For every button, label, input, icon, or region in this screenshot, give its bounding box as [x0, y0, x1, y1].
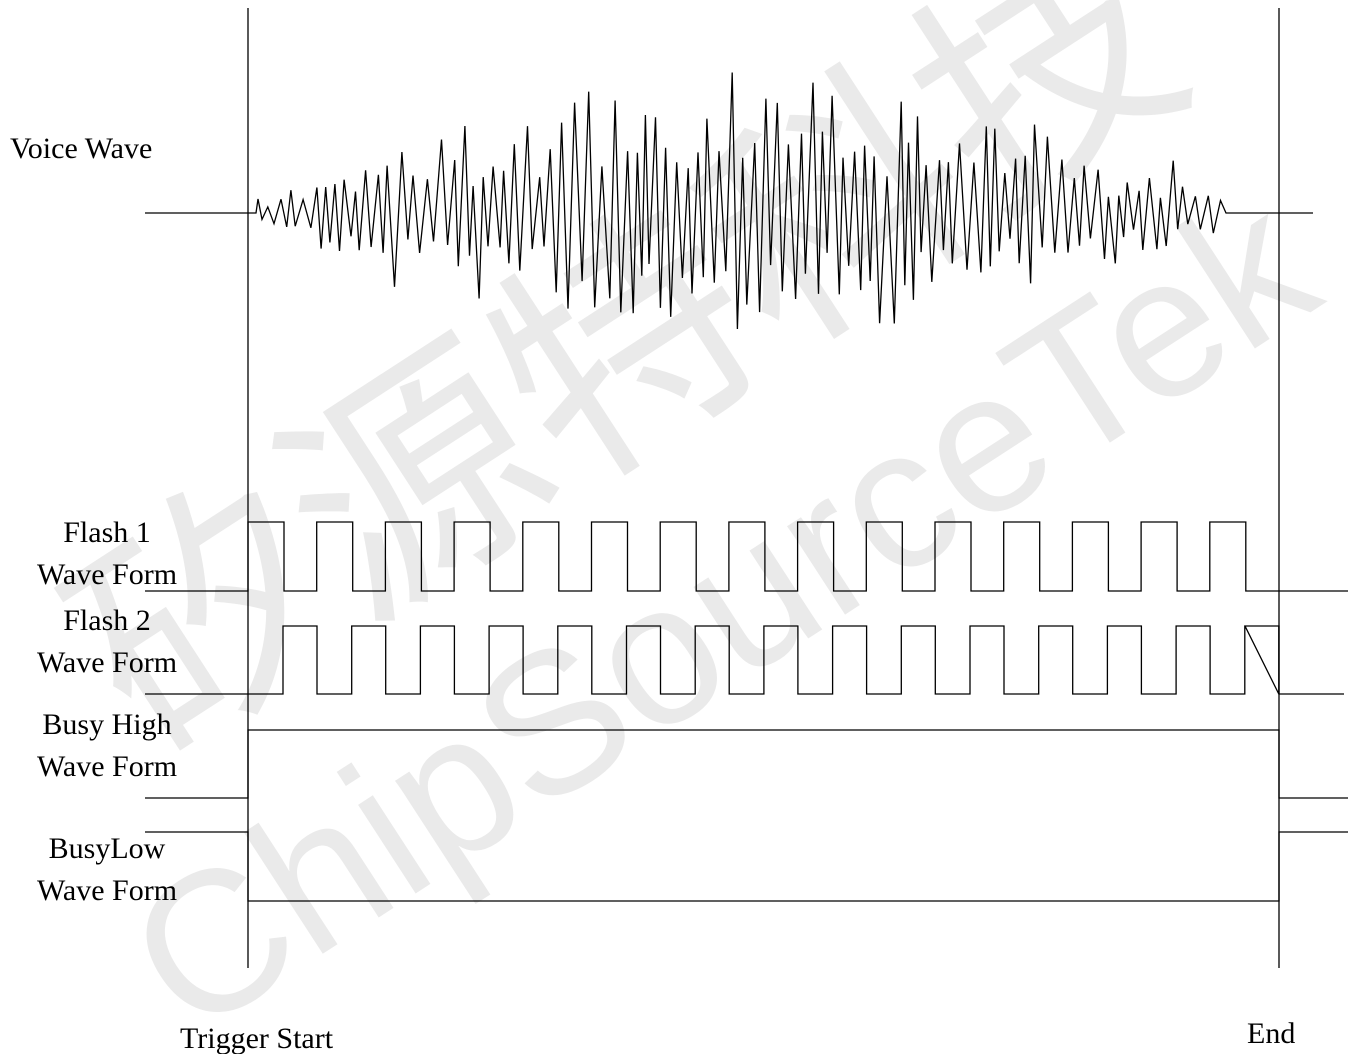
label-flash2-line1: Flash 2: [63, 604, 151, 637]
flash1-wave-signal: [145, 521, 1348, 592]
label-busy-low-line1: BusyLow: [49, 832, 166, 865]
watermark: 矽源特科技 ChipSourceTek: [27, 0, 1352, 1054]
voice-wave-signal: [145, 72, 1313, 330]
busy-low-wave-signal: [145, 831, 1348, 902]
label-trigger-start: Trigger Start: [180, 1022, 334, 1054]
label-flash1-line2: Wave Form: [37, 558, 177, 591]
label-voice-wave: Voice Wave: [10, 132, 152, 165]
label-flash1-line1: Flash 1: [63, 516, 151, 549]
flash2-wave-signal: [145, 625, 1344, 695]
label-busy-high-line1: Busy High: [42, 708, 171, 741]
busy-high-wave-signal: [145, 729, 1348, 799]
label-end: End: [1247, 1017, 1295, 1050]
label-flash2-line2: Wave Form: [37, 646, 177, 679]
label-busy-high-line2: Wave Form: [37, 750, 177, 783]
label-busy-low-line2: Wave Form: [37, 874, 177, 907]
